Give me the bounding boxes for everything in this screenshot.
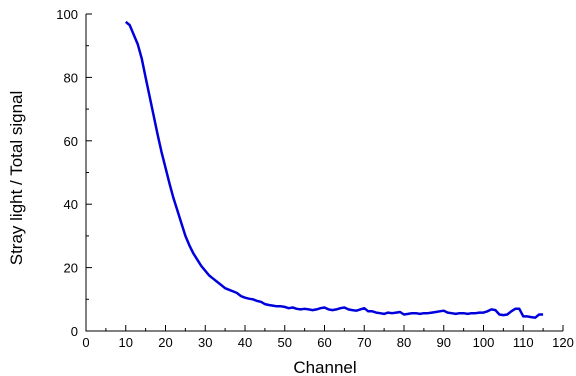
y-tick-label: 20	[64, 261, 78, 276]
x-tick-label: 80	[397, 335, 411, 350]
x-tick-label: 70	[357, 335, 371, 350]
y-tick-label: 60	[64, 134, 78, 149]
x-tick-label: 0	[82, 335, 89, 350]
x-tick-label: 90	[437, 335, 451, 350]
x-tick-label: 20	[158, 335, 172, 350]
y-axis-label: Stray light / Total signal	[7, 91, 26, 266]
x-axis-label: Channel	[293, 358, 356, 376]
x-tick-label: 110	[513, 335, 534, 350]
x-tick-label: 10	[119, 335, 133, 350]
x-tick-label: 50	[278, 335, 292, 350]
x-tick-labels: 0 10 20 30 40 50 60 70 80 90 100 110 120	[82, 335, 573, 350]
series-line	[125, 20, 544, 319]
x-tick-label: 30	[198, 335, 212, 350]
y-tick-label: 100	[56, 7, 78, 22]
x-tick-label: 60	[317, 335, 331, 350]
axis-frame	[85, 14, 563, 332]
y-tick-label: 0	[71, 324, 78, 339]
y-tick-label: 80	[64, 70, 78, 85]
y-tick-labels: 0 20 40 60 80 100	[56, 7, 78, 339]
x-tick-label: 120	[552, 335, 574, 350]
x-tick-label: 40	[238, 335, 252, 350]
x-tick-label: 100	[473, 335, 495, 350]
axis-ticks	[85, 13, 564, 332]
y-tick-label: 40	[64, 197, 78, 212]
